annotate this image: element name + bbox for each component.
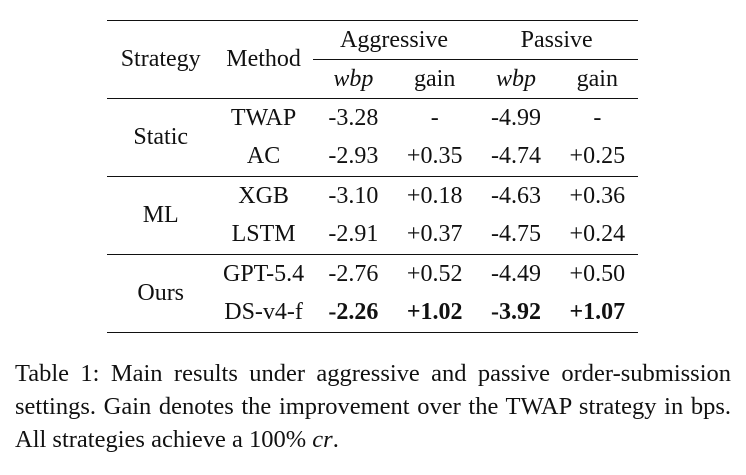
table-header: Strategy Method Aggressive Passive wbp g… [107,20,638,99]
table-row: AC -2.93 +0.35 -4.74 +0.25 [107,138,638,177]
aggressive-gain-cell-best: +1.02 [406,299,463,326]
method-cell: TWAP [230,104,297,131]
passive-gain-cell: +0.50 [569,260,626,287]
passive-wbp-cell: -4.99 [490,104,541,131]
table-body: Static TWAP -3.28 - -4.99 - AC -2.93 +0.… [107,98,638,333]
header-group-aggressive: Aggressive [312,20,476,60]
header-passive-wbp: wbp [495,65,536,92]
aggressive-wbp-cell: -2.76 [328,260,379,287]
aggressive-gain-cell: - [430,104,439,131]
strategy-cell-static: Static [133,124,189,150]
table-caption: Table 1: Main results under aggressive a… [15,357,731,456]
passive-gain-cell-best: +1.07 [569,299,626,326]
passive-wbp-cell: -4.74 [490,143,541,170]
aggressive-gain-cell: +0.35 [406,143,463,170]
method-cell: DS-v4-f [224,299,303,326]
table-row: Ours GPT-5.4 -2.76 +0.52 -4.49 +0.50 [107,254,638,333]
passive-gain-cell: +0.24 [569,221,626,248]
header-row-groups: Strategy Method Aggressive Passive [107,20,638,72]
passive-wbp-cell: -4.49 [490,260,541,287]
method-cell: XGB [238,182,289,209]
caption-text: Table 1: Main results under aggressive a… [15,360,731,453]
passive-wbp-cell-best: -3.92 [490,299,541,326]
header-group-passive: Passive [475,20,638,60]
header-strategy: Strategy [120,46,201,72]
caption-math-cr: cr [312,426,333,453]
aggressive-gain-cell: +0.52 [406,260,463,287]
table-row: ML XGB -3.10 +0.18 -4.63 +0.36 [107,176,638,228]
passive-gain-cell: +0.36 [569,182,626,209]
header-aggressive-gain: gain [414,65,456,92]
passive-gain-cell: - [593,104,602,131]
caption-period: . [332,426,339,453]
table-row: DS-v4-f -2.26 +1.02 -3.92 +1.07 [107,294,638,333]
aggressive-wbp-cell-best: -2.26 [328,299,379,326]
table-row: Static TWAP -3.28 - -4.99 - [107,98,638,150]
passive-wbp-cell: -4.75 [490,221,541,248]
method-cell: GPT-5.4 [223,260,305,287]
passive-wbp-cell: -4.63 [490,182,541,209]
table-row: LSTM -2.91 +0.37 -4.75 +0.24 [107,216,638,255]
results-table-container: Strategy Method Aggressive Passive wbp g… [107,20,638,333]
strategy-cell-ml: ML [142,202,179,228]
aggressive-gain-cell: +0.37 [406,221,463,248]
method-cell: AC [246,143,281,170]
method-cell: LSTM [231,221,296,248]
passive-gain-cell: +0.25 [569,143,626,170]
aggressive-gain-cell: +0.18 [406,182,463,209]
header-row-metrics: wbp gain wbp gain [107,60,638,99]
aggressive-wbp-cell: -2.93 [328,143,379,170]
results-table: Strategy Method Aggressive Passive wbp g… [107,20,638,333]
aggressive-wbp-cell: -3.10 [328,182,379,209]
header-passive-gain: gain [576,65,618,92]
header-aggressive-wbp: wbp [333,65,374,92]
strategy-cell-ours: Ours [107,254,215,333]
header-method: Method [226,46,301,72]
aggressive-wbp-cell: -3.28 [328,104,379,131]
aggressive-wbp-cell: -2.91 [328,221,379,248]
